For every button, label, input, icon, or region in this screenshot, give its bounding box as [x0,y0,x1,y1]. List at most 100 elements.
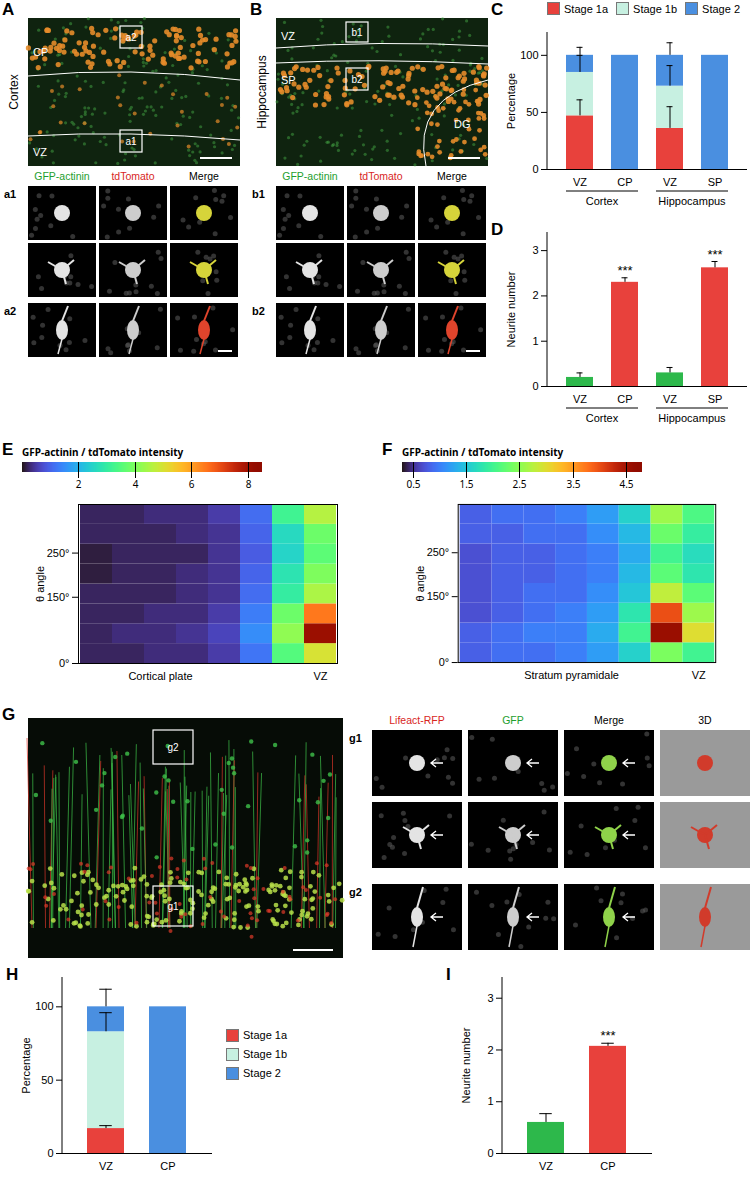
svg-text:a1: a1 [125,136,137,147]
svg-text:CP: CP [617,393,632,405]
svg-text:1: 1 [532,335,538,347]
svg-text:250°: 250° [427,546,450,558]
svg-text:a1: a1 [4,188,16,200]
svg-text:150°: 150° [427,590,450,602]
svg-text:***: *** [707,247,722,262]
svg-text:g1: g1 [167,901,179,912]
html-text:D: D [491,220,504,239]
svg-text:Merge: Merge [437,170,467,182]
svg-text:Stratum pyramidale: Stratum pyramidale [524,669,619,681]
svg-text:a2: a2 [125,32,137,43]
svg-text:θ angle: θ angle [414,566,426,602]
svg-text:a2: a2 [4,305,16,317]
svg-text:Neurite number: Neurite number [460,1027,472,1103]
svg-text:100: 100 [35,1000,53,1012]
svg-text:VZ: VZ [573,176,587,188]
svg-text:***: *** [617,263,632,278]
svg-text:tdTomato: tdTomato [359,170,402,182]
svg-text:Hippocampus: Hippocampus [255,55,269,128]
svg-text:Cortical plate: Cortical plate [128,670,192,682]
svg-text:GFP-actinin: GFP-actinin [34,170,90,182]
svg-text:4.5: 4.5 [619,477,633,491]
svg-text:VZ: VZ [692,669,706,681]
svg-text:GFP-actinin / tdTomato intensi: GFP-actinin / tdTomato intensity [402,445,564,459]
svg-text:VZ: VZ [663,393,677,405]
svg-text:Percentage: Percentage [505,73,517,129]
svg-text:50: 50 [41,1074,53,1086]
svg-text:1.5: 1.5 [459,477,473,491]
svg-text:8: 8 [246,477,252,491]
svg-text:2.5: 2.5 [512,477,526,491]
svg-text:VZ: VZ [33,146,47,158]
svg-text:Cortex: Cortex [586,195,619,207]
svg-text:VZ: VZ [573,393,587,405]
svg-text:VZ: VZ [663,176,677,188]
svg-text:Cortex: Cortex [586,412,619,424]
svg-text:g2: g2 [167,742,179,753]
svg-text:g2: g2 [349,886,362,898]
html-text:Stage 1b: Stage 1b [633,2,678,15]
svg-text:VZ: VZ [281,30,295,42]
svg-text:CP: CP [617,176,632,188]
svg-text:3.5: 3.5 [566,477,580,491]
svg-text:GFP-actinin: GFP-actinin [282,170,338,182]
svg-text:0: 0 [47,1147,53,1159]
svg-text:3D: 3D [698,714,712,726]
svg-text:0°: 0° [439,656,449,668]
svg-text:SP: SP [708,393,723,405]
svg-text:Lifeact-RFP: Lifeact-RFP [389,714,444,726]
svg-text:6: 6 [189,477,195,491]
svg-text:50: 50 [526,106,538,118]
svg-text:VZ: VZ [99,1160,113,1172]
html-text:H: H [6,965,19,984]
html-text:G: G [2,705,16,724]
svg-text:2: 2 [487,1043,493,1055]
svg-text:Merge: Merge [594,714,624,726]
svg-text:CP: CP [160,1160,175,1172]
svg-text:Cortex: Cortex [7,74,21,109]
svg-text:CP: CP [33,46,48,58]
svg-text:2: 2 [532,289,538,301]
svg-text:4: 4 [133,477,139,491]
svg-text:b2: b2 [351,74,363,85]
svg-text:b1: b1 [252,188,265,200]
svg-text:0.5: 0.5 [406,477,420,491]
svg-text:0: 0 [487,1147,493,1159]
svg-text:VZ: VZ [313,670,327,682]
svg-text:150°: 150° [47,591,70,603]
svg-text:0°: 0° [59,657,70,669]
svg-text:3: 3 [487,992,493,1004]
html-text:A: A [2,0,15,19]
svg-text:b1: b1 [351,27,363,38]
svg-text:0: 0 [532,380,538,392]
svg-text:DG: DG [454,118,471,130]
html-text:B: B [250,0,263,19]
html-text:Stage 1b: Stage 1b [243,1048,287,1061]
svg-text:2: 2 [76,477,82,491]
svg-text:250°: 250° [47,547,70,559]
svg-text:g1: g1 [349,732,362,744]
svg-text:θ angle: θ angle [34,566,46,602]
html-text:Stage 1a: Stage 1a [564,2,608,15]
svg-text:Merge: Merge [189,170,219,182]
svg-text:100: 100 [520,49,538,61]
svg-text:Neurite number: Neurite number [505,271,517,347]
svg-text:Hippocampus: Hippocampus [658,412,726,424]
svg-text:3: 3 [532,244,538,256]
svg-text:GFP: GFP [502,714,524,726]
svg-text:0: 0 [532,163,538,175]
svg-text:VZ: VZ [539,1160,553,1172]
svg-text:GFP-actinin / tdTomato intensi: GFP-actinin / tdTomato intensity [22,445,184,459]
svg-text:CP: CP [600,1160,615,1172]
html-text:C: C [491,0,504,19]
svg-text:***: *** [600,1028,615,1043]
svg-text:tdTomato: tdTomato [111,170,154,182]
svg-text:1: 1 [487,1095,493,1107]
svg-text:SP: SP [281,74,296,86]
svg-text:Hippocampus: Hippocampus [658,195,726,207]
html-text:Stage 2: Stage 2 [702,2,740,15]
html-text:Stage 1a: Stage 1a [243,1029,287,1042]
svg-text:SP: SP [708,176,723,188]
svg-text:b2: b2 [252,305,265,317]
svg-text:Percentage: Percentage [20,1037,32,1093]
